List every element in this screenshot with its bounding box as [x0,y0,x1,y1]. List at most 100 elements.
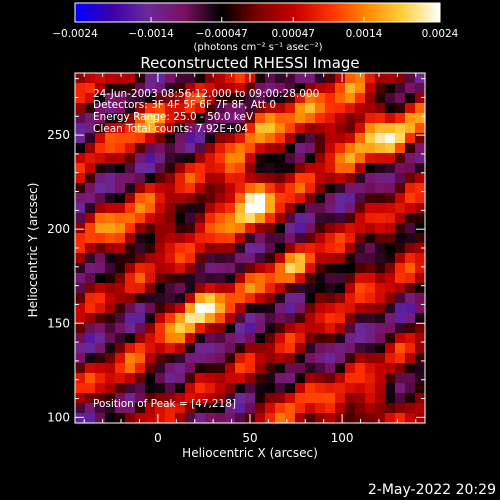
heatmap-cell [355,113,366,124]
heatmap-cell [85,133,96,144]
heatmap-cell [285,163,296,174]
heatmap-cell [275,343,286,354]
heatmap-cell [345,213,356,224]
heatmap-cell [265,223,276,234]
heatmap-cell [415,193,426,204]
heatmap-cell [125,143,136,154]
heatmap-cell [275,213,286,224]
heatmap-cell [155,323,166,334]
heatmap-cell [225,393,236,404]
heatmap-cell [255,103,266,114]
heatmap-cell [135,353,146,364]
heatmap-cell [125,233,136,244]
heatmap-cell [395,193,406,204]
heatmap-cell [305,73,316,84]
heatmap-cell [185,323,196,334]
heatmap-cell [355,273,366,284]
heatmap-cell [355,213,366,224]
heatmap-cell [295,143,306,154]
heatmap-cell [115,223,126,234]
heatmap-cell [355,223,366,234]
heatmap-cell [75,233,86,244]
heatmap-cell [85,413,96,424]
heatmap-cell [85,203,96,214]
heatmap-cell [265,173,276,184]
heatmap-cell [335,333,346,344]
heatmap-cell [115,83,126,94]
y-axis-label: Heliocentric Y (arcsec) [26,183,40,318]
heatmap-cell [275,133,286,144]
heatmap-cell [355,83,366,94]
heatmap-cell [385,373,396,384]
heatmap-cell [285,263,296,274]
heatmap-cell [305,403,316,414]
heatmap-cell [315,323,326,334]
heatmap-cell [235,313,246,324]
heatmap-cell [95,313,106,324]
time-range-label: 24-Jun-2003 08:56:12.000 to 09:00:28.000 [93,88,319,100]
heatmap-cell [295,213,306,224]
heatmap-cell [205,123,216,134]
heatmap-cell [355,263,366,274]
heatmap-cell [395,173,406,184]
heatmap-cell [225,313,236,324]
heatmap-cell [255,243,266,254]
heatmap-cell [365,393,376,404]
heatmap-cell [295,273,306,284]
heatmap-cell [245,143,256,154]
heatmap-cell [295,343,306,354]
heatmap-cell [95,263,106,274]
heatmap-cell [325,283,336,294]
heatmap-cell [115,183,126,194]
heatmap-cell [405,103,416,114]
heatmap-cell [275,183,286,194]
heatmap-cell [245,253,256,264]
heatmap-cell [145,363,156,374]
heatmap-cell [175,383,186,394]
heatmap-cell [225,113,236,124]
heatmap-cell [195,333,206,344]
heatmap-cell [375,183,386,194]
heatmap-cell [85,153,96,164]
heatmap-cell [155,213,166,224]
heatmap-cell [305,333,316,344]
heatmap-cell [325,273,336,284]
heatmap-cell [175,313,186,324]
heatmap-cell [215,363,226,374]
heatmap-cell [315,193,326,204]
heatmap-cell [155,133,166,144]
heatmap-cell [365,113,376,124]
heatmap-cell [155,113,166,124]
heatmap-cell [155,363,166,374]
heatmap-cell [395,103,406,114]
heatmap-cell [325,323,336,334]
heatmap-cell [415,343,426,354]
heatmap-cell [155,343,166,354]
heatmap-cell [75,243,86,254]
heatmap-cell [185,333,196,344]
heatmap-cell [365,193,376,204]
heatmap-cell [295,83,306,94]
heatmap-cell [405,193,416,204]
heatmap-cell [395,303,406,314]
heatmap-cell [165,403,176,414]
heatmap-cell [175,333,186,344]
heatmap-cell [235,243,246,254]
heatmap-cell [315,283,326,294]
heatmap-cell [305,203,316,214]
heatmap-cell [285,353,296,364]
heatmap-cell [195,393,206,404]
heatmap-cell [165,363,176,374]
heatmap-cell [375,333,386,344]
heatmap-cell [175,353,186,364]
heatmap-cell [115,273,126,284]
heatmap-cell [325,183,336,194]
heatmap-cell [115,263,126,274]
heatmap-cell [165,303,176,314]
heatmap-cell [105,403,116,414]
heatmap-cell [195,113,206,124]
heatmap-cell [265,203,276,214]
heatmap-cell [335,323,346,334]
heatmap-cell [75,103,86,114]
y-tick-label: 200 [47,222,70,236]
